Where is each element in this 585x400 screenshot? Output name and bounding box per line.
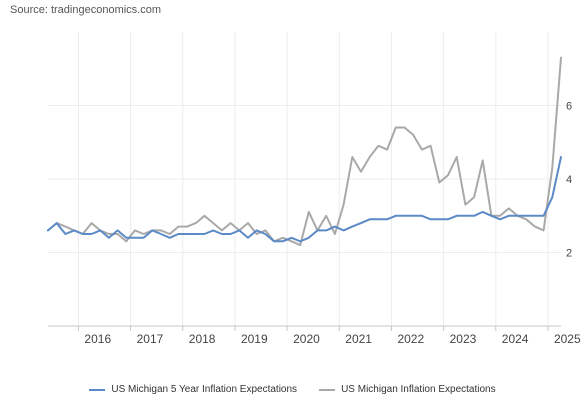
x-tick-label-2017: 2017 xyxy=(137,332,164,346)
legend-label-series-2: US Michigan Inflation Expectations xyxy=(341,384,496,395)
x-tick-label-2019: 2019 xyxy=(241,332,268,346)
x-tick-label-2023: 2023 xyxy=(450,332,477,346)
x-tick-label-2025: 2025 xyxy=(554,332,581,346)
legend-item-series-1[interactable]: US Michigan 5 Year Inflation Expectation… xyxy=(89,384,297,395)
grid-lines xyxy=(48,32,561,326)
y-tick-label-6: 6 xyxy=(566,101,572,113)
y-tick-label-2: 2 xyxy=(566,248,572,260)
series-line-2 xyxy=(47,56,562,247)
x-tick-label-2020: 2020 xyxy=(293,332,320,346)
series-line-1 xyxy=(47,156,562,243)
x-axis: 2016 2017 2018 2019 2020 2021 2022 2023 2024 2025 xyxy=(48,325,581,346)
y-tick-label-4: 4 xyxy=(566,174,572,186)
legend: US Michigan 5 Year Inflation Expectation… xyxy=(0,384,585,395)
legend-label-series-1: US Michigan 5 Year Inflation Expectation… xyxy=(111,384,298,395)
source-label: Source: tradingeconomics.com xyxy=(10,4,162,16)
legend-item-series-2[interactable]: US Michigan Inflation Expectations xyxy=(319,384,496,395)
legend-swatch-series-1 xyxy=(89,388,106,391)
legend-swatch-series-2 xyxy=(319,388,336,391)
x-tick-label-2016: 2016 xyxy=(84,332,111,346)
y-axis-labels: 2 4 6 xyxy=(566,101,572,260)
x-tick-label-2021: 2021 xyxy=(345,332,372,346)
series-lines xyxy=(47,56,562,247)
line-chart: 2016 2017 2018 2019 2020 2021 2022 2023 2024 2025… xyxy=(47,32,581,346)
x-tick-label-2022: 2022 xyxy=(397,332,424,346)
x-tick-label-2024: 2024 xyxy=(502,332,529,346)
x-tick-label-2018: 2018 xyxy=(189,332,216,346)
